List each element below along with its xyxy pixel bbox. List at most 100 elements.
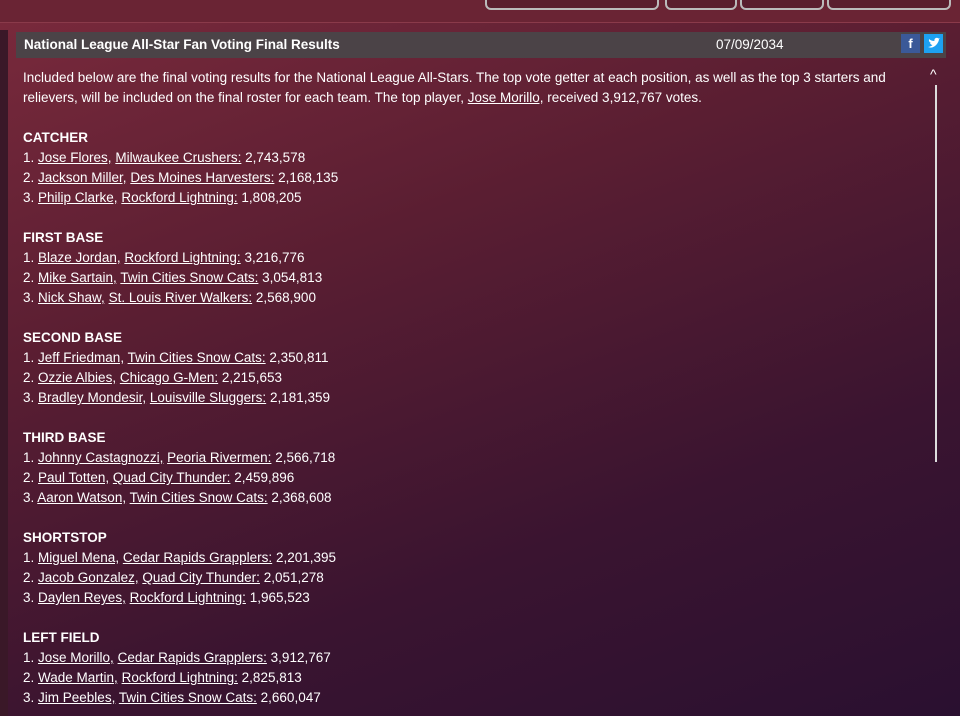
header: National League All-Star Fan Voting Fina… [16, 32, 946, 58]
player-link[interactable]: Jeff Friedman, [38, 350, 125, 365]
entry: 2. Paul Totten, Quad City Thunder: 2,459… [23, 468, 913, 488]
votes: 1,808,205 [241, 190, 302, 205]
team-link[interactable]: Louisville Sluggers: [149, 390, 267, 405]
team-link[interactable]: Quad City Thunder: [112, 470, 231, 485]
twitter-button[interactable] [924, 34, 943, 53]
rank: 3. [23, 390, 35, 405]
tab-button[interactable] [665, 0, 737, 10]
entry: 2. Mike Sartain, Twin Cities Snow Cats: … [23, 268, 913, 288]
team-link[interactable]: Twin Cities Snow Cats: [127, 350, 266, 365]
rank: 3. [23, 690, 35, 705]
entry: 3. Aaron Watson, Twin Cities Snow Cats: … [23, 488, 913, 508]
rank: 1. [23, 650, 35, 665]
team-link[interactable]: Rockford Lightning: [121, 190, 238, 205]
intro-text: received 3,912,767 votes. [543, 90, 702, 105]
facebook-button[interactable]: f [901, 34, 920, 53]
player-link[interactable]: Nick Shaw, [38, 290, 105, 305]
player-link[interactable]: Aaron Watson, [37, 490, 127, 505]
section: LEFT FIELD 1. Jose Morillo, Cedar Rapids … [23, 628, 913, 708]
section-heading: SECOND BASE [23, 330, 123, 345]
player-link[interactable]: Jose Flores, [38, 150, 112, 165]
title: National League All-Star Fan Voting Fina… [24, 37, 340, 52]
rank: 2. [23, 570, 35, 585]
entry: 1. Blaze Jordan, Rockford Lightning: 3,2… [23, 248, 913, 268]
rank: 1. [23, 450, 35, 465]
date: 07/09/2034 [716, 37, 784, 52]
rank: 3. [23, 490, 35, 505]
top-bar [0, 0, 960, 23]
entry: 3. Nick Shaw, St. Louis River Walkers: 2… [23, 288, 913, 308]
votes: 2,368,608 [271, 490, 332, 505]
team-link[interactable]: Milwaukee Crushers: [115, 150, 242, 165]
section-heading: SHORTSTOP [23, 530, 107, 545]
intro-text: Included below are the final voting resu… [23, 70, 886, 105]
team-link[interactable]: Peoria Rivermen: [167, 450, 272, 465]
player-link[interactable]: Johnny Castagnozzi, [38, 450, 164, 465]
rank: 1. [23, 250, 35, 265]
tab-button[interactable] [740, 0, 824, 10]
entry: 1. Johnny Castagnozzi, Peoria Rivermen: … [23, 448, 913, 468]
twitter-icon [928, 37, 940, 48]
votes: 3,216,776 [244, 250, 305, 265]
entry: 3. Bradley Mondesir, Louisville Sluggers… [23, 388, 913, 408]
player-link[interactable]: Jim Peebles, [38, 690, 116, 705]
votes: 1,965,523 [249, 590, 310, 605]
team-link[interactable]: Cedar Rapids Grapplers: [122, 550, 273, 565]
tab-button[interactable] [827, 0, 951, 10]
team-link[interactable]: Quad City Thunder: [142, 570, 260, 585]
player-link[interactable]: Mike Sartain, [38, 270, 117, 285]
team-link[interactable]: Chicago G-Men: [119, 370, 219, 385]
player-link[interactable]: Jacob Gonzalez, [38, 570, 139, 585]
scrollbar[interactable] [935, 85, 937, 462]
player-link[interactable]: Paul Totten, [38, 470, 110, 485]
team-link[interactable]: St. Louis River Walkers: [108, 290, 253, 305]
rank: 2. [23, 670, 35, 685]
entry: 1. Jose Flores, Milwaukee Crushers: 2,74… [23, 148, 913, 168]
section-heading: CATCHER [23, 130, 88, 145]
rank: 2. [23, 270, 35, 285]
team-link[interactable]: Twin Cities Snow Cats: [118, 690, 257, 705]
entry: 1. Jose Morillo, Cedar Rapids Grapplers:… [23, 648, 913, 668]
player-link[interactable]: Daylen Reyes, [38, 590, 126, 605]
tab-button[interactable] [485, 0, 659, 10]
scroll-up[interactable]: ^ [930, 66, 937, 82]
votes: 2,201,395 [275, 550, 336, 565]
player-link[interactable]: Bradley Mondesir, [38, 390, 147, 405]
section-heading: FIRST BASE [23, 230, 104, 245]
votes: 2,825,813 [241, 670, 302, 685]
entry: 1. Jeff Friedman, Twin Cities Snow Cats:… [23, 348, 913, 368]
team-link[interactable]: Des Moines Harvesters: [130, 170, 275, 185]
player-link[interactable]: Wade Martin, [38, 670, 118, 685]
rank: 2. [23, 470, 35, 485]
section: CATCHER 1. Jose Flores, Milwaukee Crusher… [23, 128, 913, 208]
entry: 2. Wade Martin, Rockford Lightning: 2,82… [23, 668, 913, 688]
section: SHORTSTOP 1. Miguel Mena, Cedar Rapids Gr… [23, 528, 913, 608]
player-link[interactable]: Blaze Jordan, [38, 250, 121, 265]
player-link[interactable]: Miguel Mena, [38, 550, 120, 565]
section-heading: LEFT FIELD [23, 630, 100, 645]
team-link[interactable]: Rockford Lightning: [124, 250, 241, 265]
player-link[interactable]: Jackson Miller, [38, 170, 127, 185]
votes: 2,350,811 [269, 350, 329, 365]
rank: 2. [23, 170, 35, 185]
rank: 3. [23, 190, 35, 205]
section: THIRD BASE 1. Johnny Castagnozzi, Peoria … [23, 428, 913, 508]
section-heading: THIRD BASE [23, 430, 106, 445]
team-link[interactable]: Twin Cities Snow Cats: [120, 270, 259, 285]
entry: 3. Daylen Reyes, Rockford Lightning: 1,9… [23, 588, 913, 608]
rank: 3. [23, 290, 35, 305]
player-link[interactable]: Philip Clarke, [38, 190, 118, 205]
player-link[interactable]: Jose Morillo, [38, 650, 114, 665]
team-link[interactable]: Rockford Lightning: [129, 590, 246, 605]
team-link[interactable]: Cedar Rapids Grapplers: [117, 650, 267, 665]
entry: 2. Ozzie Albies, Chicago G-Men: 2,215,65… [23, 368, 913, 388]
rank: 1. [23, 350, 35, 365]
player-link[interactable]: Ozzie Albies, [38, 370, 117, 385]
team-link[interactable]: Rockford Lightning: [121, 670, 238, 685]
votes: 2,181,359 [269, 390, 330, 405]
entry: 2. Jacob Gonzalez, Quad City Thunder: 2,… [23, 568, 913, 588]
player-link[interactable]: Jose Morillo, [467, 90, 544, 105]
section: FIRST BASE 1. Blaze Jordan, Rockford Ligh… [23, 228, 913, 308]
team-link[interactable]: Twin Cities Snow Cats: [129, 490, 268, 505]
